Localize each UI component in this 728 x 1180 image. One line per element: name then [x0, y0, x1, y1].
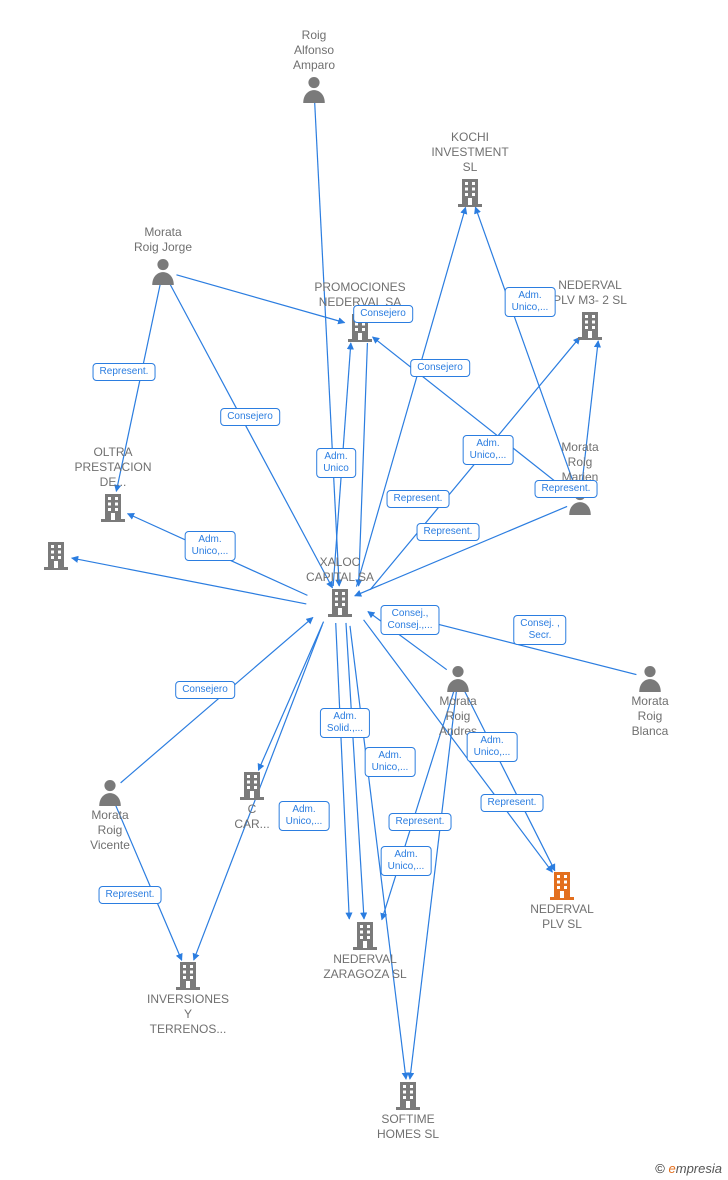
edge-label: Adm.Unico,... — [505, 287, 556, 317]
edge-label: Represent. — [93, 363, 156, 381]
node-label: MorataRoigMarien — [520, 440, 640, 485]
edge — [410, 692, 456, 1079]
company-node[interactable]: INVERSIONESYTERRENOS... — [128, 960, 248, 1037]
node-label: INVERSIONESYTERRENOS... — [128, 992, 248, 1037]
network-diagram: RoigAlfonsoAmparo KOCHIINVESTMENTSL Mora… — [0, 0, 728, 1180]
edge — [258, 622, 323, 771]
edge — [121, 617, 313, 782]
edge-label: Represent. — [417, 523, 480, 541]
copyright: © empresia — [655, 1161, 722, 1176]
company-node[interactable]: SOFTIMEHOMES SL — [348, 1080, 468, 1142]
edge-label: Adm.Unico,... — [185, 531, 236, 561]
edge-label: Represent. — [535, 480, 598, 498]
person-node[interactable]: MorataRoigMarien — [520, 440, 640, 515]
edge-label: Consejero — [175, 681, 235, 699]
node-label: MorataRoig Jorge — [103, 225, 223, 255]
edge-label: Consej.,Consej.,... — [380, 605, 439, 635]
company-node[interactable]: KOCHIINVESTMENTSL — [410, 130, 530, 207]
node-label: RoigAlfonsoAmparo — [254, 28, 374, 73]
edge-label: Represent. — [481, 794, 544, 812]
node-label: NEDERVALZARAGOZA SL — [305, 952, 425, 982]
edge — [359, 343, 368, 586]
node-label: NEDERVALPLV SL — [502, 902, 622, 932]
edge-label: Adm.Solid.,... — [320, 708, 370, 738]
company-node[interactable]: NEDERVALPLV SL — [502, 870, 622, 932]
edge-label: Represent. — [387, 490, 450, 508]
copyright-brand-e: e — [669, 1161, 676, 1176]
edge-label: Consej. ,Secr. — [513, 615, 566, 645]
edge-label: Consejero — [220, 408, 280, 426]
edge-label: Adm.Unico,... — [463, 435, 514, 465]
company-node[interactable]: OLTRAPRESTACIONDE... — [53, 445, 173, 522]
copyright-brand-rest: mpresia — [676, 1161, 722, 1176]
person-node[interactable]: MorataRoigAndres — [398, 664, 518, 739]
edge — [315, 103, 339, 586]
person-node[interactable]: MorataRoigVicente — [50, 778, 170, 853]
person-node[interactable]: MorataRoigBlanca — [590, 664, 710, 739]
edge-label: Adm.Unico,... — [381, 846, 432, 876]
node-label: MorataRoigVicente — [50, 808, 170, 853]
company-node[interactable]: NEDERVALZARAGOZA SL — [305, 920, 425, 982]
node-label: XALOCCAPITAL SA — [280, 555, 400, 585]
edge-label: Adm.Unico,... — [365, 747, 416, 777]
edge-label: Adm.Unico,... — [467, 732, 518, 762]
edge-label: Adm.Unico — [316, 448, 356, 478]
edge-label: Represent. — [99, 886, 162, 904]
node-label: OLTRAPRESTACIONDE... — [53, 445, 173, 490]
edge — [336, 623, 350, 919]
edge — [346, 623, 364, 919]
edge-label: Consejero — [353, 305, 413, 323]
edge-label: Adm.Unico,... — [279, 801, 330, 831]
copyright-symbol: © — [655, 1161, 665, 1176]
company-node[interactable] — [0, 540, 116, 570]
edge-label: Represent. — [389, 813, 452, 831]
edge-label: Consejero — [410, 359, 470, 377]
node-label: KOCHIINVESTMENTSL — [410, 130, 530, 175]
node-label: SOFTIMEHOMES SL — [348, 1112, 468, 1142]
node-label: MorataRoigBlanca — [590, 694, 710, 739]
edge — [364, 620, 553, 872]
person-node[interactable]: RoigAlfonsoAmparo — [254, 28, 374, 103]
person-node[interactable]: MorataRoig Jorge — [103, 225, 223, 285]
